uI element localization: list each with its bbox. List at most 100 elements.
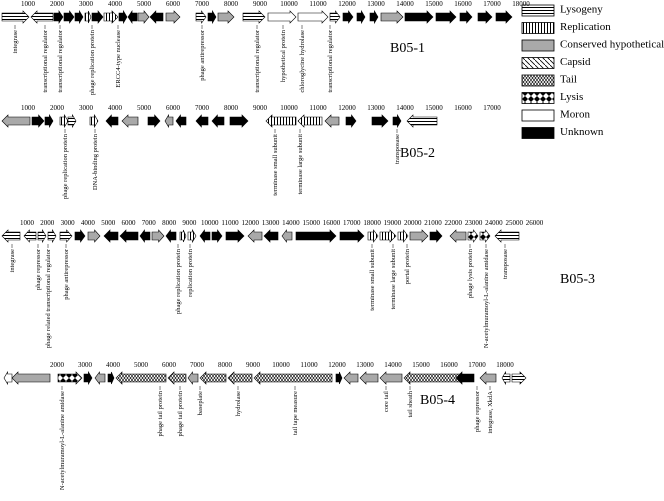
gene-label: transposase — [394, 134, 401, 164]
gene-arrow — [435, 10, 457, 24]
gene-arrow — [118, 9, 128, 25]
ruler-label: 17000 — [483, 0, 501, 8]
gene-arrow — [380, 10, 404, 24]
gene-arrow — [459, 10, 473, 24]
legend-label: Moron — [560, 109, 590, 121]
gene-arrow — [31, 114, 45, 128]
gene-arrow — [30, 10, 54, 24]
gene-arrow — [263, 229, 279, 243]
legend-swatch — [521, 92, 555, 104]
gene-arrow — [345, 114, 357, 128]
gene-arrow — [187, 228, 197, 244]
gene-arrow — [107, 371, 115, 385]
ruler-label: 9000 — [253, 104, 268, 112]
ruler-label: 7000 — [195, 0, 210, 8]
ruler-label: 14000 — [396, 0, 414, 8]
gene-arrow — [242, 10, 266, 24]
gene-arrow — [11, 371, 51, 385]
gene-arrow — [267, 10, 297, 24]
ruler-label: 1000 — [20, 219, 35, 227]
gene-label: terminase small subunit — [369, 249, 376, 311]
gene-arrow — [1, 10, 30, 24]
ruler-label: 5000 — [101, 219, 116, 227]
gene-arrow — [369, 9, 379, 25]
gene-label: hypothetical protein — [280, 29, 287, 82]
gene-arrow — [227, 371, 253, 385]
legend-label: Tail — [560, 74, 577, 86]
ruler-label: 9000 — [253, 0, 268, 8]
ruler-label: 1000 — [21, 0, 36, 8]
gene-label: hydrolase — [235, 391, 242, 416]
gene-label: phage replication protein — [62, 133, 69, 199]
gene-arrow — [53, 10, 64, 24]
gene-arrow — [449, 229, 467, 243]
legend-label: Capsid — [560, 56, 591, 68]
ruler-label: 17000 — [468, 361, 486, 369]
ruler-label: 2000 — [50, 104, 65, 112]
gene-arrow — [151, 229, 165, 243]
gene-label: transposase — [502, 249, 509, 279]
ruler-label: 18000 — [496, 361, 514, 369]
gene-label: integrase — [9, 249, 16, 273]
ruler-label: 18000 — [512, 0, 530, 8]
gene-arrow — [59, 229, 73, 243]
gene-label: phage replication protein — [175, 248, 182, 314]
gene-arrow — [455, 371, 475, 385]
ruler-label: 18000 — [363, 219, 381, 227]
gene-arrow — [91, 10, 104, 24]
legend-swatch — [521, 22, 555, 34]
ruler-label: 5000 — [134, 361, 149, 369]
gene-arrow — [175, 114, 187, 128]
gene-arrow — [229, 114, 249, 128]
ruler-label: 21000 — [424, 219, 442, 227]
gene-arrow — [89, 113, 99, 129]
gene-arrow — [121, 114, 139, 128]
gene-arrow — [392, 113, 402, 129]
ruler-label: 17000 — [483, 104, 501, 112]
gene-label: transcriptional regulator — [327, 29, 334, 92]
ruler-label: 3000 — [78, 361, 93, 369]
gene-label: N-acetylmuramoyl-L-alanine amidase — [483, 249, 490, 348]
ruler-label: 4000 — [108, 0, 123, 8]
gene-arrow — [379, 371, 403, 385]
gene-arrow — [211, 114, 225, 128]
gene-arrow — [404, 10, 434, 24]
gene-label: integrase, XkdA — [487, 391, 494, 434]
gene-arrow — [127, 10, 138, 24]
gene-arrow — [195, 114, 209, 128]
gene-label: core tail — [383, 391, 390, 412]
gene-arrow — [84, 10, 92, 24]
ruler-label: 10000 — [280, 0, 298, 8]
ruler-label: 4000 — [81, 219, 96, 227]
gene-arrow — [94, 371, 106, 385]
gene-arrow — [137, 10, 150, 24]
ruler-label: 9000 — [246, 361, 261, 369]
gene-arrow — [149, 10, 164, 24]
legend-swatch — [521, 57, 555, 69]
ruler-label: 12000 — [242, 219, 260, 227]
ruler-label: 7000 — [195, 104, 210, 112]
ruler-label: 15000 — [425, 0, 443, 8]
gene-arrow — [467, 229, 479, 243]
gene-label: tail sheath — [407, 390, 414, 417]
ruler-label: 15000 — [425, 104, 443, 112]
ruler-label: 12000 — [338, 104, 356, 112]
legend-swatch — [521, 74, 555, 87]
gene-label: transcriptional regulator — [57, 29, 64, 92]
gene-arrow — [371, 114, 389, 128]
ruler-label: 8000 — [218, 361, 233, 369]
gene-arrow — [59, 113, 69, 129]
ruler-label: 12000 — [328, 361, 346, 369]
ruler-label: 8000 — [224, 104, 239, 112]
ruler-label: 10000 — [201, 219, 219, 227]
gene-arrow — [329, 10, 341, 24]
gene-arrow — [195, 10, 207, 24]
gene-arrow — [406, 114, 438, 128]
ruler-label: 24000 — [485, 219, 503, 227]
gene-label: chloroglycine hydrolase — [299, 30, 306, 93]
ruler-label: 16000 — [323, 219, 341, 227]
ruler-label: 26000 — [526, 219, 544, 227]
ruler-label: 20000 — [404, 219, 422, 227]
ruler-label: 6000 — [166, 104, 181, 112]
gene-arrow — [495, 10, 513, 24]
